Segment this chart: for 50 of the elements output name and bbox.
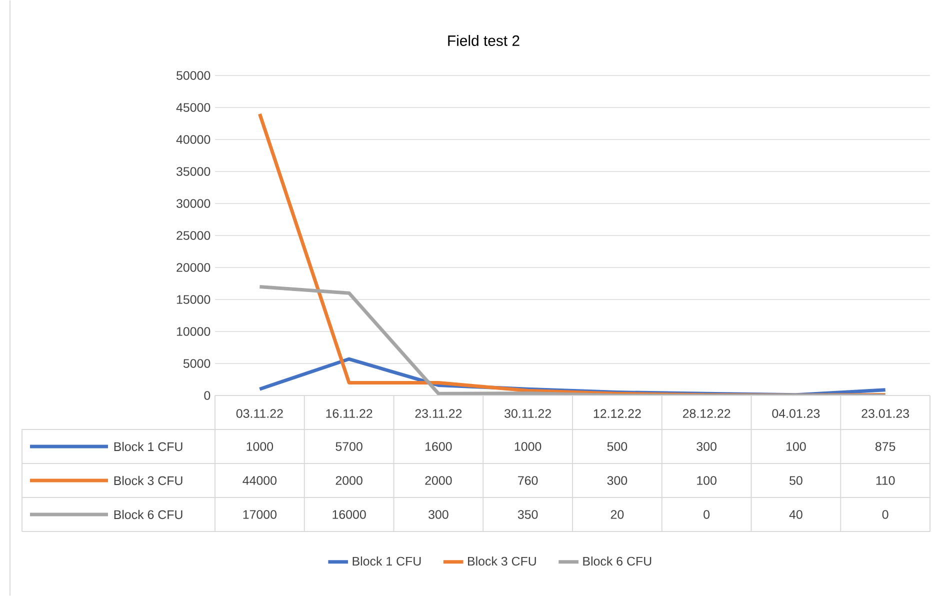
data-label: 1000 xyxy=(246,442,274,451)
data-label: 2000 xyxy=(336,476,362,485)
text: Block 3 CFU xyxy=(114,476,182,486)
y-tick-label: 30000 xyxy=(176,199,210,208)
data-label: 20 xyxy=(610,510,624,519)
x-tick-label: 30.11.22 xyxy=(504,409,551,418)
legend-label: Block 3 CFU xyxy=(468,556,536,566)
x-tick-label: 23.11.22 xyxy=(415,409,462,418)
data-label: 350 xyxy=(518,510,538,519)
data-label: 0 xyxy=(704,510,710,519)
x-tick-label: 04.01.23 xyxy=(772,409,820,418)
data-label: 300 xyxy=(607,476,628,485)
x-tick-label: 16.11.22 xyxy=(326,409,372,418)
data-label: 500 xyxy=(607,442,628,451)
data-label: 17000 xyxy=(243,510,277,519)
data-label: 16000 xyxy=(332,510,366,519)
data-label: 2000 xyxy=(425,476,452,485)
y-tick-label: 10000 xyxy=(176,327,210,336)
legend-label: Block 6 CFU xyxy=(583,556,652,566)
y-tick-label: 0 xyxy=(204,391,210,400)
legend-label: Block 1 CFU xyxy=(352,556,421,566)
data-label: 760 xyxy=(518,476,538,485)
data-label: 100 xyxy=(786,442,806,451)
data-label: 875 xyxy=(875,442,896,451)
y-tick-label: 50000 xyxy=(176,71,210,80)
data-label: 110 xyxy=(876,476,895,485)
data-label: 300 xyxy=(696,442,716,451)
data-label: 40 xyxy=(789,510,802,519)
x-tick-label: 03.11.22 xyxy=(236,409,283,418)
data-label: 1000 xyxy=(514,442,542,451)
data-label: 5700 xyxy=(336,442,362,451)
y-tick-label: 35000 xyxy=(176,167,210,176)
y-tick-label: 25000 xyxy=(176,231,210,240)
chart-title: Field test 2 xyxy=(448,35,520,46)
y-tick-label: 45000 xyxy=(176,103,210,112)
y-tick-label: 20000 xyxy=(176,263,210,272)
x-tick-label: 23.01.23 xyxy=(862,409,909,418)
data-label: 1600 xyxy=(426,442,452,451)
data-label: 44000 xyxy=(242,476,277,485)
data-label: 50 xyxy=(790,476,802,485)
x-tick-label: 28.12.22 xyxy=(682,409,730,418)
y-tick-label: 5000 xyxy=(183,359,210,368)
y-tick-label: 15000 xyxy=(176,295,210,304)
data-label: 100 xyxy=(697,476,716,485)
x-tick-label: 12.12.22 xyxy=(594,409,641,418)
text: Block 6 CFU xyxy=(114,510,182,520)
text: Block 1 CFU xyxy=(114,442,182,452)
data-label: 0 xyxy=(882,510,888,519)
y-tick-label: 40000 xyxy=(176,135,210,144)
data-label: 300 xyxy=(428,510,448,519)
